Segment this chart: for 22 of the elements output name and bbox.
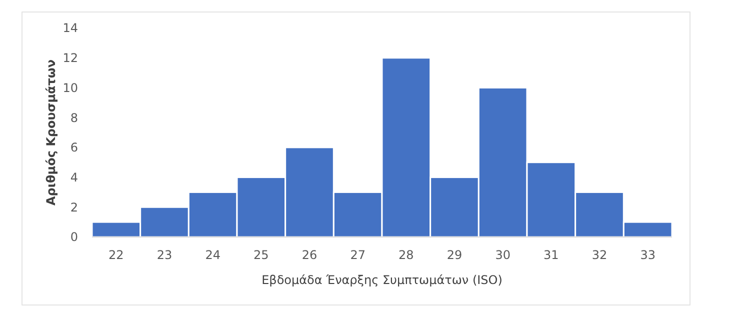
x-tick-label: 31 [544,248,559,262]
y-tick-label: 14 [62,21,78,36]
y-tick-label: 8 [70,110,78,125]
x-tick-label: 32 [592,248,608,262]
y-tick-label: 2 [70,200,78,214]
y-tick-label: 4 [70,170,78,184]
y-tick-label: 6 [70,140,78,155]
x-tick-label: 33 [640,248,656,262]
x-tick-label: 23 [156,248,172,262]
y-tick-label: 0 [70,230,78,244]
x-tick-label: 27 [350,248,366,262]
y-axis-title: Αριθμός Κρουσμάτων [44,59,58,206]
x-tick-label: 25 [254,248,269,262]
x-axis-title: Εβδομάδα Έναρξης Συμπτωμάτων (ISO) [262,273,502,287]
x-tick-label: 22 [108,248,124,262]
x-tick-label: 29 [446,248,462,262]
x-tick-label: 24 [205,248,220,262]
x-tick-label: 28 [398,248,414,262]
x-tick-label: 26 [302,248,318,262]
y-tick-label: 10 [62,80,78,95]
x-tick-label: 30 [495,248,510,262]
y-tick-label: 12 [62,51,78,66]
